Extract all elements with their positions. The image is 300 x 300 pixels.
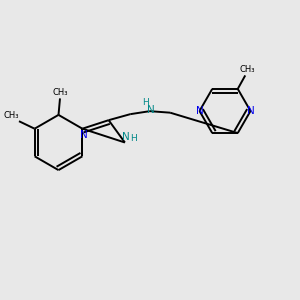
Text: H: H	[142, 98, 148, 107]
Text: H: H	[130, 134, 137, 143]
Text: N: N	[247, 106, 254, 116]
Text: CH₃: CH₃	[4, 111, 19, 120]
Text: CH₃: CH₃	[52, 88, 68, 97]
Text: CH₃: CH₃	[239, 65, 254, 74]
Text: N: N	[122, 132, 130, 142]
Text: N: N	[80, 130, 88, 140]
Text: N: N	[196, 106, 203, 116]
Text: N: N	[147, 105, 155, 115]
